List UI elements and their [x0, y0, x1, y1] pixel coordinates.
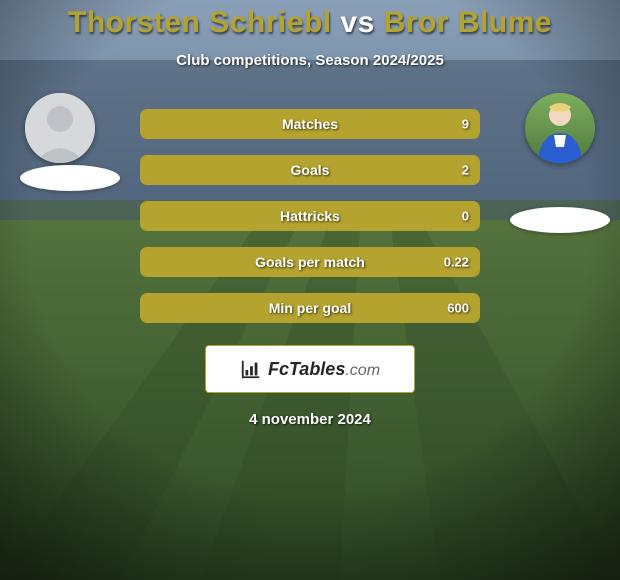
stat-value-right: 2: [462, 163, 469, 178]
stat-row-matches: Matches 9: [140, 109, 480, 139]
stat-label: Goals: [291, 162, 330, 178]
fctables-logo[interactable]: FcTables.com: [205, 345, 415, 393]
title-vs: vs: [340, 6, 374, 39]
stat-row-min-per-goal: Min per goal 600: [140, 293, 480, 323]
player2-avatar: [525, 93, 595, 163]
stat-fill-left: [141, 110, 283, 138]
stat-label: Hattricks: [280, 208, 340, 224]
player2-team-oval: [510, 207, 610, 233]
stat-label: Matches: [282, 116, 338, 132]
subtitle: Club competitions, Season 2024/2025: [176, 52, 444, 69]
title-player1: Thorsten Schriebl: [68, 6, 332, 39]
date-label: 4 november 2024: [249, 411, 371, 428]
page-title: Thorsten Schriebl vs Bror Blume: [68, 6, 552, 40]
stat-row-goals: Goals 2: [140, 155, 480, 185]
comparison-area: Matches 9 Goals 2 Hattricks 0 Goals per …: [0, 109, 620, 428]
logo-text: FcTables.com: [268, 359, 380, 380]
logo-tld: .com: [345, 362, 380, 379]
stat-label: Goals per match: [255, 254, 365, 270]
stat-fill-left: [141, 156, 283, 184]
logo-brand: FcTables: [268, 359, 345, 379]
bar-chart-icon: [240, 358, 262, 380]
title-player2: Bror Blume: [384, 6, 552, 39]
stat-value-right: 9: [462, 117, 469, 132]
stat-row-hattricks: Hattricks 0: [140, 201, 480, 231]
stat-fill-left: [141, 294, 283, 322]
stat-value-right: 600: [447, 301, 469, 316]
stat-row-goals-per-match: Goals per match 0.22: [140, 247, 480, 277]
stat-label: Min per goal: [269, 300, 351, 316]
stat-value-right: 0: [462, 209, 469, 224]
stat-value-right: 0.22: [444, 255, 469, 270]
player1-avatar: [25, 93, 95, 163]
player1-team-oval: [20, 165, 120, 191]
